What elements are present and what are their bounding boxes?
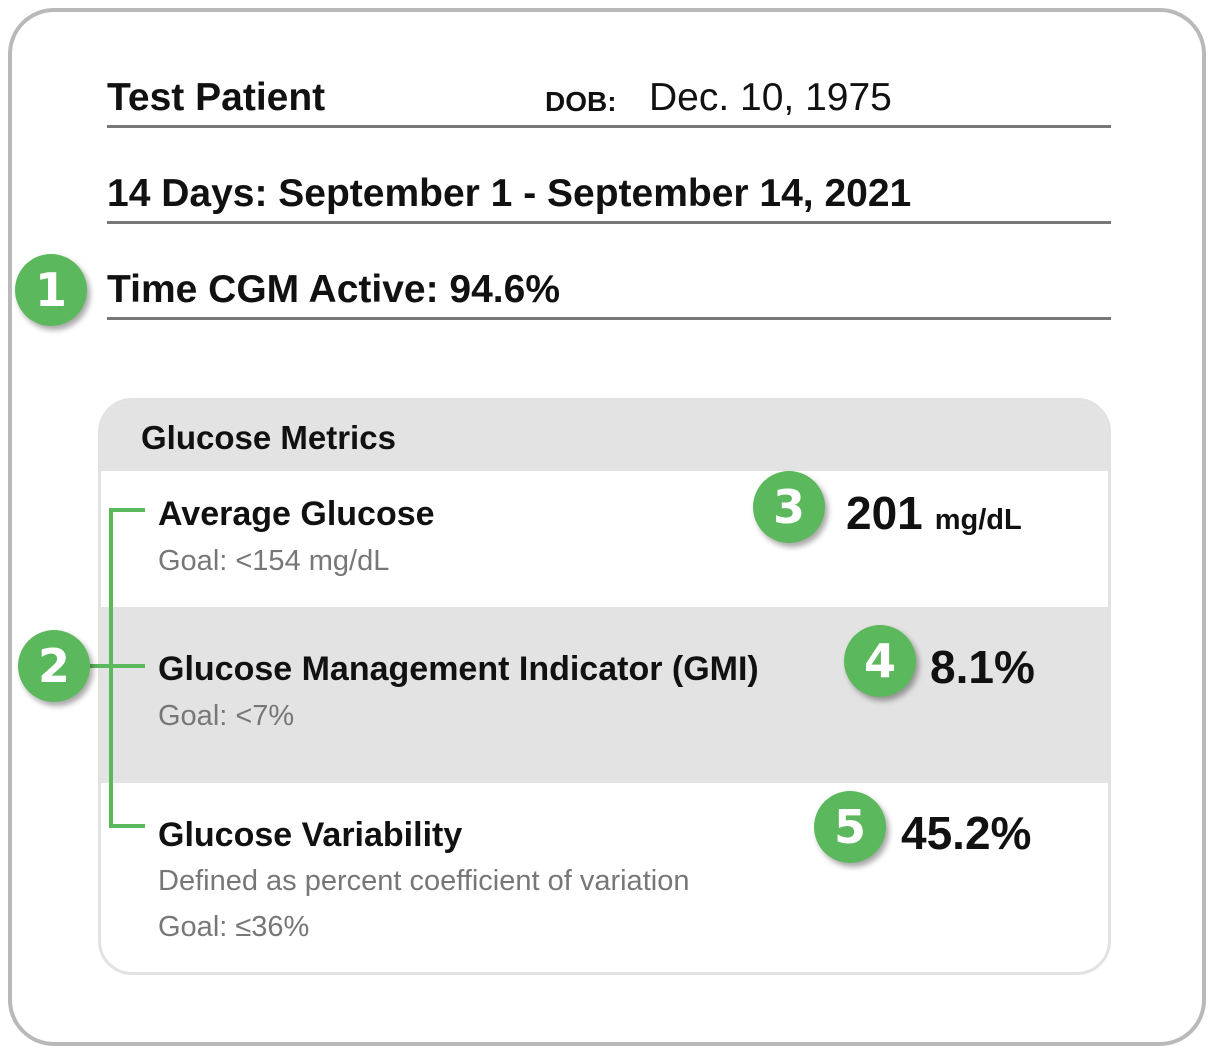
dob-label: DOB:: [545, 86, 617, 117]
callout-badge-5: 5: [814, 791, 886, 863]
bracket-tick-bottom: [109, 824, 145, 828]
metrics-bracket: [109, 508, 113, 828]
divider: [107, 317, 1111, 320]
gmi-label: Glucose Management Indicator (GMI): [158, 650, 759, 688]
callout-badge-3: 3: [753, 471, 825, 543]
gmi-row-band: [101, 607, 1108, 783]
patient-name: Test Patient: [107, 76, 326, 119]
bracket-tick-middle: [90, 664, 145, 668]
average-glucose-label: Average Glucose: [158, 495, 435, 533]
glucose-variability-description: Defined as percent coefficient of variat…: [158, 865, 690, 897]
callout-badge-1: 1: [15, 254, 87, 326]
glucose-metrics-panel: Glucose Metrics: [98, 398, 1111, 975]
dob-value: Dec. 10, 1975: [649, 76, 892, 119]
average-glucose-goal: Goal: <154 mg/dL: [158, 545, 390, 577]
callout-badge-2: 2: [18, 630, 90, 702]
bracket-tick-top: [109, 508, 145, 512]
average-glucose-unit: mg/dL: [934, 504, 1022, 536]
glucose-metrics-header: Glucose Metrics: [101, 401, 1108, 471]
glucose-variability-label: Glucose Variability: [158, 816, 463, 854]
glucose-variability-value: 45.2%: [901, 807, 1032, 859]
gmi-goal: Goal: <7%: [158, 700, 295, 732]
average-glucose-value: 201 mg/dL: [846, 487, 1022, 539]
glucose-variability-goal: Goal: ≤36%: [158, 911, 310, 943]
glucose-metrics-title: Glucose Metrics: [141, 419, 396, 456]
divider: [107, 221, 1111, 224]
gmi-value: 8.1%: [930, 641, 1035, 693]
report-period: 14 Days: September 1 - September 14, 202…: [107, 172, 912, 215]
time-cgm-active: Time CGM Active: 94.6%: [107, 268, 560, 311]
callout-badge-4: 4: [844, 625, 916, 697]
divider: [107, 125, 1111, 128]
